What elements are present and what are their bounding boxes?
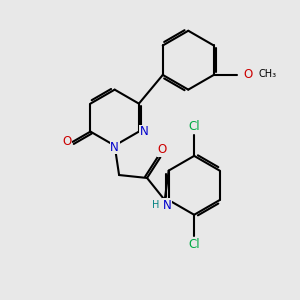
Text: N: N: [110, 141, 119, 154]
Text: Cl: Cl: [188, 120, 200, 133]
Text: N: N: [163, 199, 172, 212]
Text: O: O: [243, 68, 252, 80]
Text: O: O: [62, 135, 71, 148]
Text: H: H: [152, 200, 159, 210]
Text: O: O: [157, 143, 167, 157]
Text: N: N: [140, 125, 148, 138]
Text: Cl: Cl: [188, 238, 200, 251]
Text: CH₃: CH₃: [259, 69, 277, 79]
